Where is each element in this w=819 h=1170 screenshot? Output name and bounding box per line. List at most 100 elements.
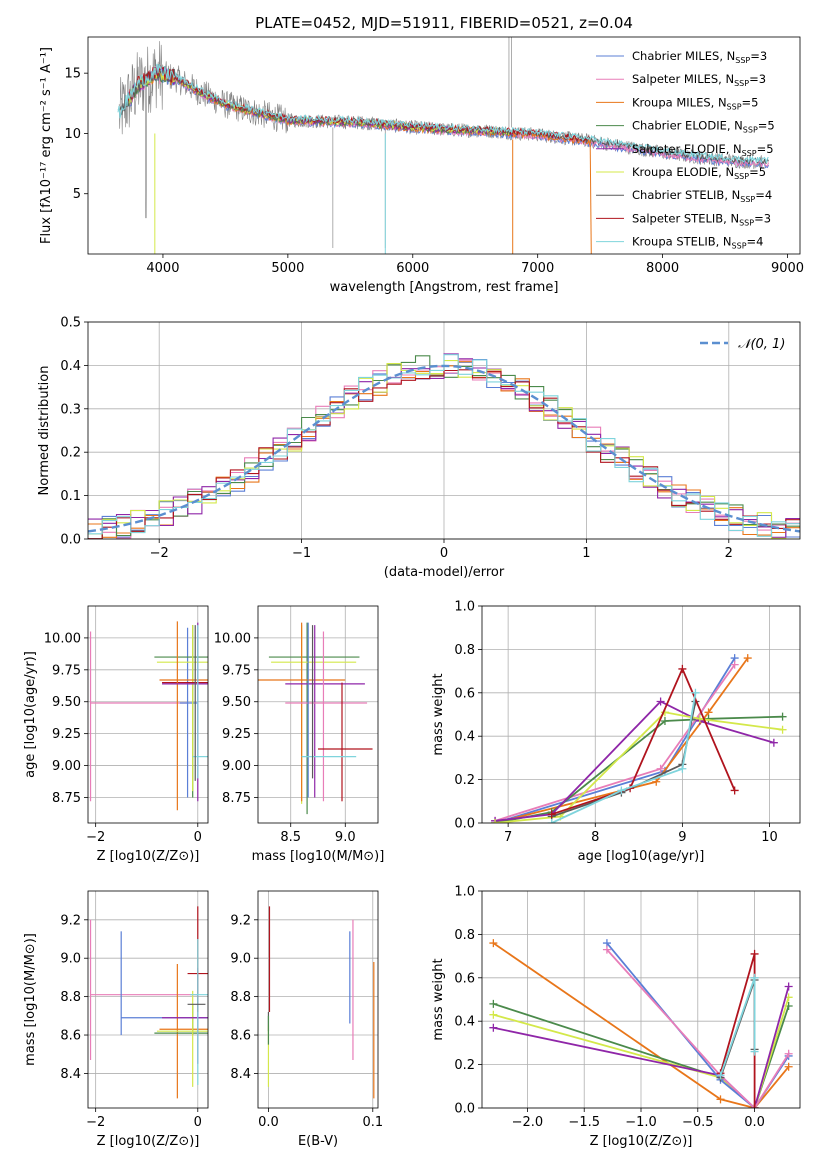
y-tick-label: 9.50 [52, 695, 81, 710]
y-axis-label: mass [log10(M/M⊙)] [23, 933, 38, 1066]
legend-label: Salpeter STELIB, NSSP=3 [632, 211, 771, 227]
legend-value: =4 [755, 188, 772, 202]
y-tick-label: 0.6 [454, 686, 475, 701]
x-tick-label: −2.0 [512, 1115, 544, 1130]
mass-vs-metallicity-panel: −2 0 8.4 8.6 8.8 9.0 9.2 Z [log10(Z/Z⊙)] mass [l… [23, 890, 209, 1149]
series-line-kroupa_miles [494, 657, 749, 823]
series-marker-salpeter_stelib [730, 786, 739, 795]
legend-subscript: SSP [734, 172, 749, 181]
y-axis-label: mass weight [431, 958, 446, 1040]
y-tick-label: 8.6 [230, 1029, 251, 1044]
plot-area [89, 906, 208, 1099]
x-tick-label: 8000 [646, 261, 679, 276]
y-tick-label: 8.75 [52, 791, 81, 806]
series-marker-kroupa_miles [652, 777, 661, 786]
y-tick-label: 9.0 [60, 952, 81, 967]
series-marker-kroupa_stelib [617, 786, 626, 795]
series-marker-chabrier_elodie [660, 717, 669, 726]
legend-label: Salpeter ELODIE, NSSP=5 [632, 142, 774, 158]
x-tick-label: 7 [504, 830, 512, 845]
legend-subscript: SSP [743, 126, 758, 135]
y-tick-label: 8.4 [230, 1067, 251, 1082]
legend-value: =5 [757, 142, 774, 156]
legend-label: Kroupa MILES, NSSP=5 [632, 95, 758, 111]
y-tick-label: 0.8 [454, 928, 475, 943]
y-axis-label: age [log10(age/yr)] [23, 651, 38, 778]
normal-curve [88, 364, 800, 533]
spectrum-panel: 4000 5000 6000 7000 8000 9000 5 10 15 wavelength … [39, 14, 804, 295]
y-tick-label: 9.50 [222, 695, 251, 710]
legend-value: =5 [758, 119, 775, 133]
series-marker-kroupa_stelib [691, 688, 700, 697]
series-marker-salpeter_miles [602, 945, 611, 954]
x-axis-label: E(B-V) [298, 1134, 338, 1149]
legend-subscript: SSP [739, 218, 754, 227]
legend-subscript: SSP [742, 149, 757, 158]
legend-subscript: SSP [740, 195, 755, 204]
x-tick-label: −0.5 [682, 1115, 714, 1130]
series-line-chabrier_miles [494, 657, 736, 823]
x-axis-label: wavelength [Angstrom, rest frame] [330, 280, 559, 295]
plot-area [89, 621, 208, 811]
plot-area [491, 654, 787, 823]
x-axis-label: (data-model)/error [384, 565, 505, 580]
x-tick-label: −2 [150, 546, 169, 561]
y-tick-label: 8.8 [230, 990, 251, 1005]
series-marker-salpeter_miles [730, 660, 739, 669]
y-tick-label: 0.2 [60, 446, 81, 461]
y-tick-label: 0.4 [60, 359, 81, 374]
model-spectrum-salpeter_stelib [127, 65, 591, 143]
series-marker-kroupa_miles [716, 1095, 725, 1104]
axes-frame: −2 0 8.75 9.00 9.25 9.50 9.75 10.00 Z [log10(Z/Z… [23, 605, 209, 864]
legend-label: Chabrier MILES, NSSP=3 [632, 49, 767, 65]
x-tick-label: 7000 [521, 261, 554, 276]
y-tick-label: 8.8 [60, 990, 81, 1005]
x-tick-label: 8.5 [280, 830, 301, 845]
y-tick-label: 0.0 [60, 533, 81, 548]
mass-vs-ebv-panel: 0.0 0.1 8.4 8.6 8.8 9.0 9.2 E(B-V) [230, 890, 383, 1149]
series-line-kroupa_stelib [551, 692, 697, 823]
axes-frame: −2.0 −1.5 −1.0 −0.5 0.0 0.0 0.2 0.4 0.6 0.8 1.0 Z [… [431, 885, 801, 1149]
series-marker-kroupa_stelib [678, 764, 687, 773]
x-tick-label: 10 [761, 830, 778, 845]
x-tick-label: 0.0 [258, 1115, 279, 1130]
series-marker-salpeter_elodie [784, 982, 793, 991]
series-marker-salpeter_miles [784, 1049, 793, 1058]
model-drop [589, 139, 592, 254]
series-marker-kroupa_miles [489, 939, 498, 948]
legend-label: 𝒩(0, 1) [738, 337, 785, 352]
axes-box [257, 890, 379, 1109]
axes-box [87, 36, 801, 255]
axes-frame: 7 8 9 10 0.0 0.2 0.4 0.6 0.8 1.0 age [log10(age/yr… [431, 600, 801, 864]
legend-label: Chabrier ELODIE, NSSP=5 [632, 119, 775, 135]
series-marker-chabrier_elodie [489, 999, 498, 1008]
series-marker-kroupa_elodie [489, 1010, 498, 1019]
series-marker-salpeter_stelib [750, 949, 759, 958]
y-tick-label: 9.0 [230, 952, 251, 967]
legend-value: =4 [747, 235, 764, 249]
grid-lines [482, 890, 800, 1109]
series-marker-kroupa_stelib [547, 819, 556, 823]
series-marker-salpeter_stelib [750, 1104, 759, 1108]
x-tick-label: −1.0 [625, 1115, 657, 1130]
model-spectrum-kroupa_stelib [117, 63, 769, 164]
y-tick-label: 0.3 [60, 402, 81, 417]
plot-area [489, 939, 793, 1108]
chart-title: PLATE=0452, MJD=51911, FIBERID=0521, z=0… [255, 14, 633, 32]
legend-label: Kroupa ELODIE, NSSP=5 [632, 165, 766, 181]
x-tick-label: −2 [86, 1115, 105, 1130]
legend-value: =5 [749, 165, 766, 179]
x-tick-label: 0.0 [744, 1115, 765, 1130]
x-tick-label: 1 [582, 546, 590, 561]
y-tick-label: 0.4 [454, 730, 475, 745]
y-tick-label: 9.25 [52, 727, 81, 742]
y-tick-label: 9.75 [222, 663, 251, 678]
x-axis-label: Z [log10(Z/Z⊙)] [97, 1134, 200, 1149]
series-line-salpeter_miles [606, 948, 790, 1108]
x-axis-label: Z [log10(Z/Z⊙)] [97, 849, 200, 864]
legend-subscript: SSP [734, 79, 749, 88]
age-vs-mass-panel: 8.5 9.0 8.75 9.00 9.25 9.50 9.75 10.00 mass [log… [214, 605, 384, 864]
axes-box [481, 605, 801, 824]
axes-frame: −2 −1 0 1 2 0.0 0.1 0.2 0.3 0.4 0.5 (data-model)/er… [37, 316, 801, 580]
series-marker-kroupa_stelib [750, 973, 759, 982]
